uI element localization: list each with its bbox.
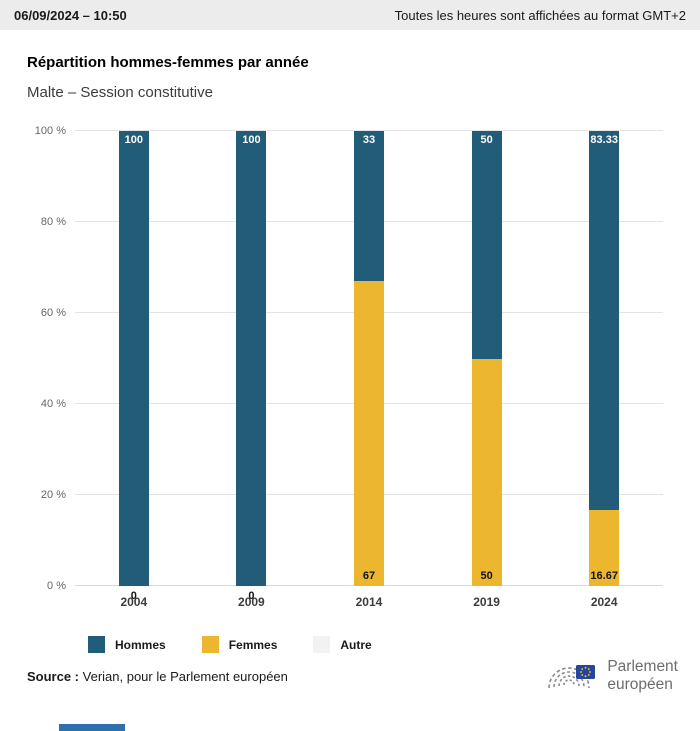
stacked-bar-2014[interactable]: 33 67 — [353, 131, 384, 586]
bar-value-label-hommes: 33 — [362, 134, 376, 147]
bar-segment-femmes[interactable] — [353, 281, 384, 586]
parliament-hemicycle-icon — [539, 650, 599, 701]
x-axis-label: 2009 — [238, 595, 265, 609]
legend-label-femmes: Femmes — [228, 637, 278, 652]
source-label: Source : — [27, 669, 80, 684]
stacked-bar-2024[interactable]: 83.33 16.67 — [589, 131, 620, 586]
legend-item-hommes: Hommes — [88, 636, 166, 653]
bar-column: 100 0 — [75, 131, 193, 602]
bar-segment-hommes[interactable]: 100 — [236, 131, 267, 586]
bar-column: 50 50 — [428, 131, 546, 586]
header-datetime: 06/09/2024 – 10:50 — [14, 7, 127, 23]
source-text: Verian, pour le Parlement européen — [82, 669, 288, 684]
bar-column: 83.33 16.67 — [545, 131, 663, 586]
european-parliament-logo[interactable]: Parlement européen — [539, 650, 678, 701]
page-subtitle: Malte – Session constitutive — [27, 84, 213, 101]
x-axis-label: 2019 — [473, 595, 500, 609]
bar-segment-hommes[interactable]: 100 — [118, 131, 149, 586]
logo-text-line1: Parlement — [607, 657, 678, 675]
x-axis-label: 2004 — [120, 595, 148, 609]
x-axis-label: 2024 — [590, 595, 618, 609]
page-title: Répartition hommes-femmes par année — [27, 54, 309, 71]
legend-item-autre: Autre — [313, 636, 372, 653]
bar-value-label-femmes: 50 — [480, 570, 493, 582]
bar-segment-hommes[interactable]: 33 — [353, 131, 384, 282]
legend: Hommes Femmes Autre — [88, 636, 700, 653]
bar-segment-hommes[interactable]: 50 — [471, 131, 502, 359]
stacked-bar-2004[interactable]: 100 0 — [118, 131, 149, 602]
bar-value-label-femmes: 0 — [248, 590, 255, 602]
bar-column: 100 0 — [193, 131, 311, 602]
legend-item-femmes: Femmes — [201, 636, 278, 653]
y-tick-label: 60 % — [40, 307, 66, 319]
plot-area: 0 % 20 % 40 % 60 % 80 % 100 % 100 0 100 0 33 67 50 50… — [35, 125, 663, 602]
chart: 0 % 20 % 40 % 60 % 80 % 100 % 100 0 100 0 33 67 50 50… — [0, 125, 700, 614]
header-bar: 06/09/2024 – 10:50 Toutes les heures son… — [0, 0, 700, 30]
legend-label-hommes: Hommes — [115, 637, 166, 652]
bar-value-label-femmes: 16.67 — [590, 570, 618, 582]
bar-segment-femmes[interactable] — [589, 510, 620, 586]
legend-swatch-autre — [313, 636, 331, 653]
bar-value-label-hommes: 100 — [242, 134, 261, 146]
y-tick-label: 0 % — [47, 580, 66, 592]
bar-value-label-femmes: 67 — [362, 570, 376, 582]
bar-value-label-hommes: 83.33 — [590, 134, 618, 147]
legend-swatch-hommes — [88, 636, 105, 653]
bar-value-label-hommes: 100 — [124, 134, 143, 146]
bar-segment-femmes[interactable] — [471, 358, 502, 586]
y-tick-label: 100 % — [34, 125, 66, 137]
y-tick-label: 80 % — [40, 216, 66, 228]
x-axis-label: 2014 — [355, 595, 383, 609]
legend-label-autre: Autre — [340, 637, 372, 652]
gridline — [75, 130, 663, 131]
horizontal-scrollbar-thumb[interactable] — [59, 724, 125, 731]
bar-value-label-femmes: 0 — [130, 590, 137, 602]
bar-column: 33 67 — [310, 131, 428, 586]
bar-value-label-hommes: 50 — [480, 134, 493, 146]
source-line: Source : Verian, pour le Parlement europ… — [27, 669, 700, 684]
header-timezone-note: Toutes les heures sont affichées au form… — [394, 7, 686, 23]
legend-swatch-femmes — [201, 636, 219, 653]
x-axis-labels: 2004 2009 2014 2019 2024 — [75, 586, 663, 614]
y-tick-label: 40 % — [40, 398, 66, 410]
logo-text: Parlement européen — [607, 658, 678, 694]
stacked-bar-2009[interactable]: 100 0 — [236, 131, 267, 602]
y-tick-label: 20 % — [40, 489, 66, 501]
bar-segment-hommes[interactable]: 83.33 — [589, 131, 620, 511]
logo-text-line2: européen — [607, 675, 673, 693]
stacked-bar-2019[interactable]: 50 50 — [471, 131, 502, 586]
